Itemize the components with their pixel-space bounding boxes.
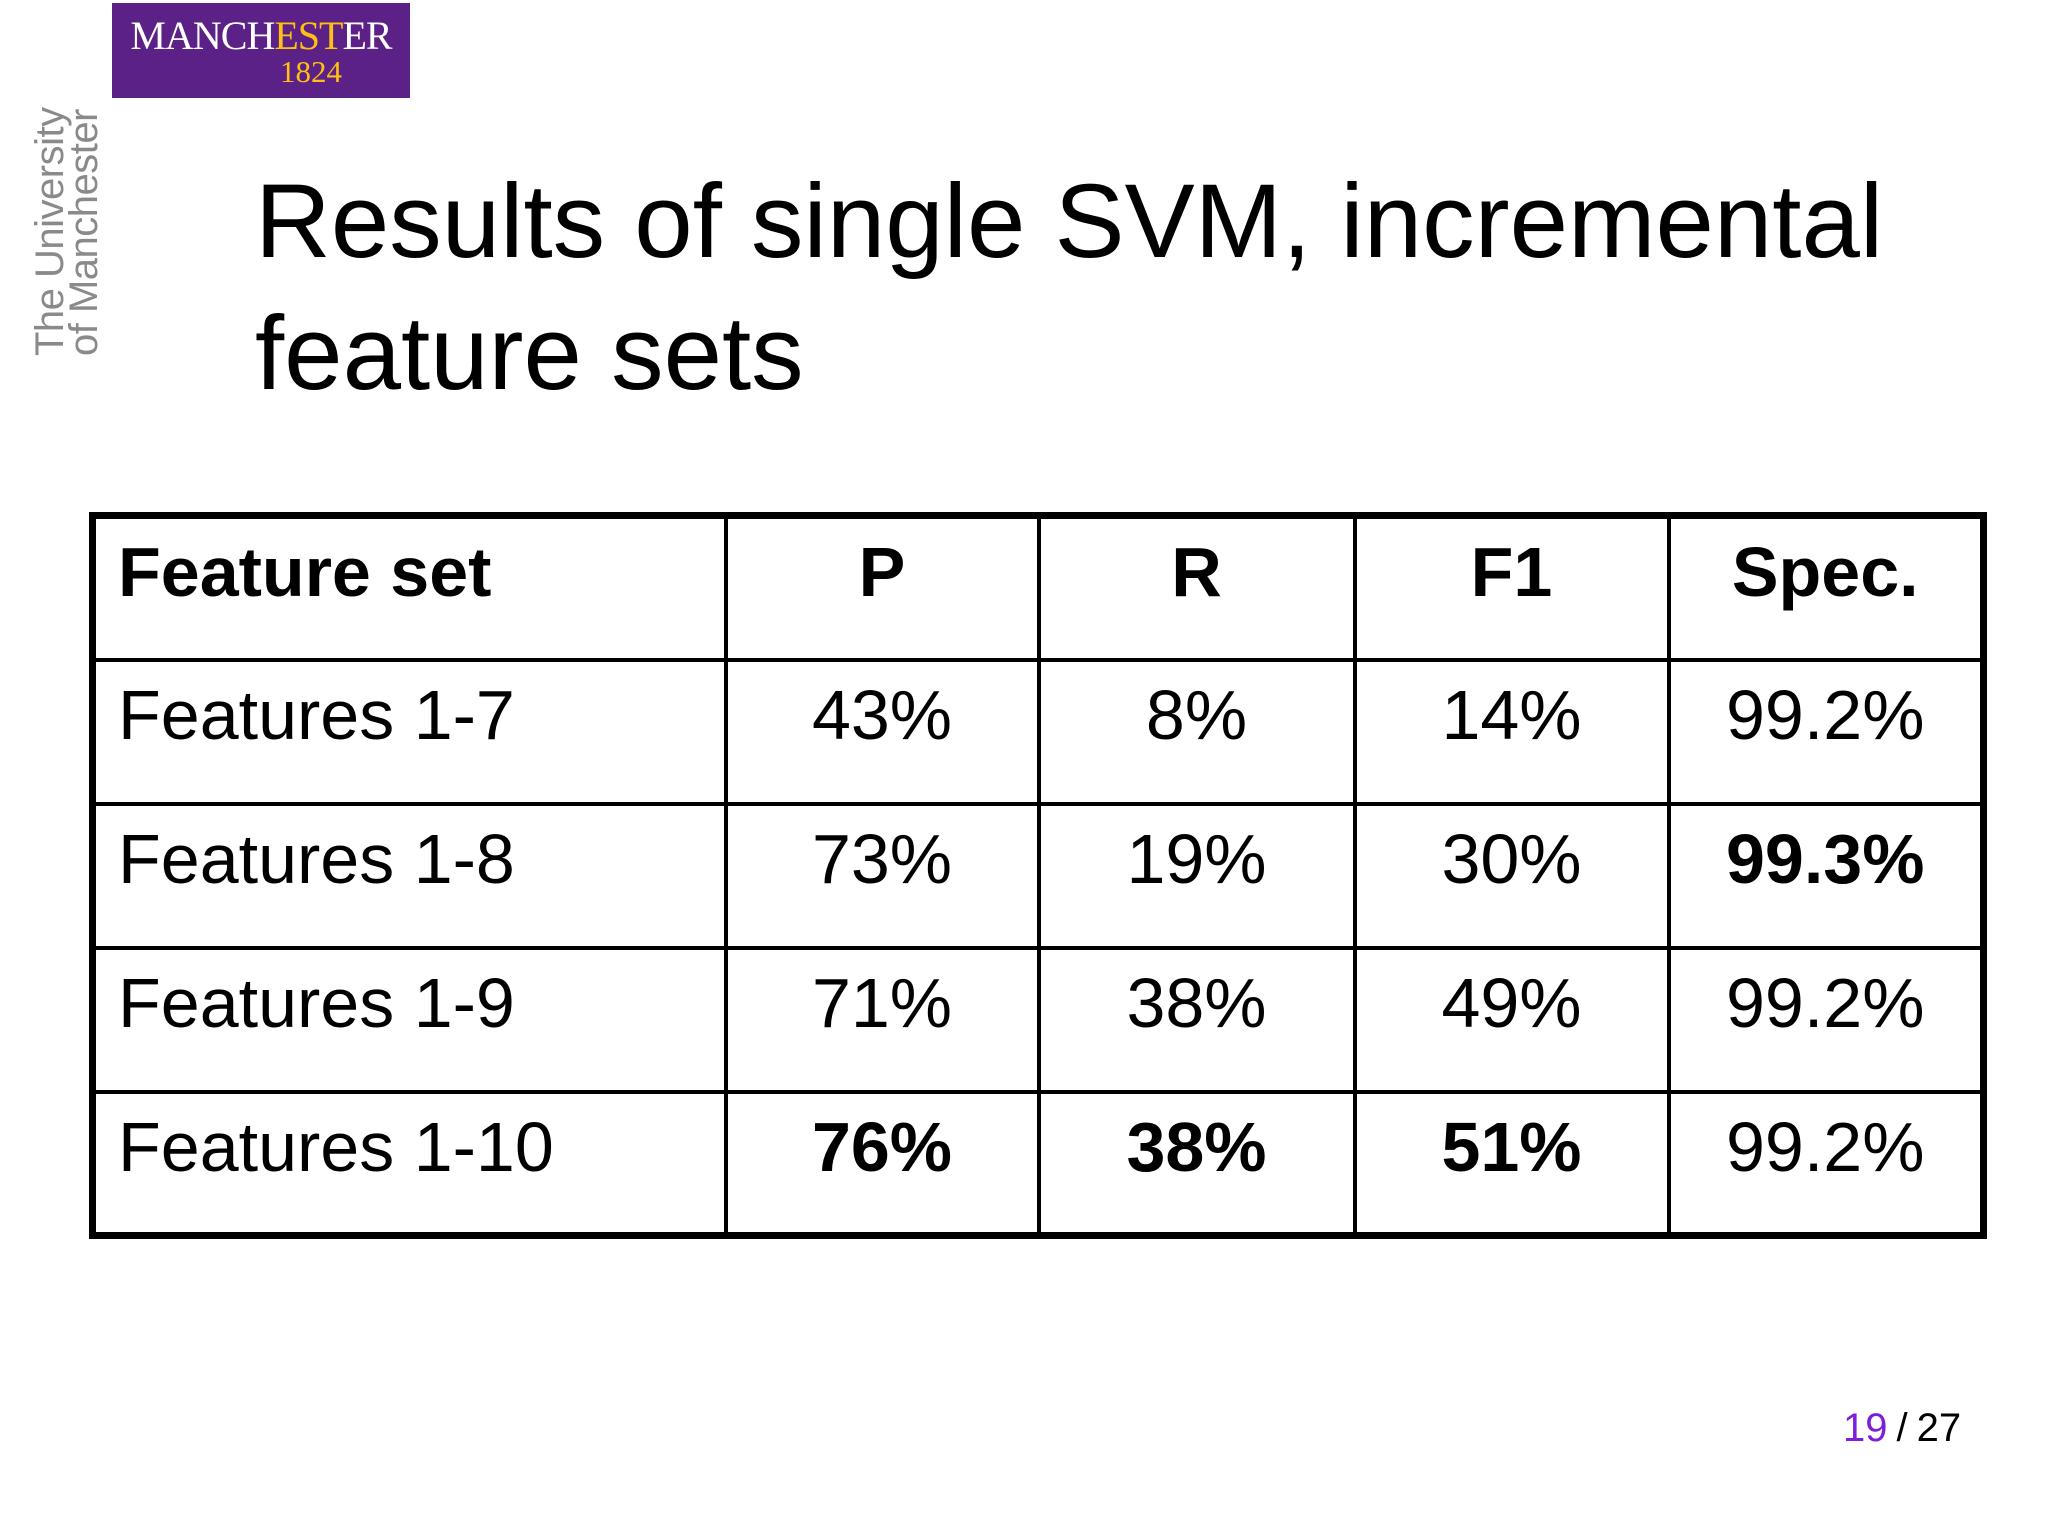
page-number: 19/27 bbox=[1843, 1406, 1961, 1451]
logo-wordmark-prefix: MANCH bbox=[130, 13, 275, 58]
header-precision: P bbox=[723, 513, 1041, 662]
table-cell: 14% bbox=[1352, 657, 1671, 806]
university-of-manchester-logo: MANCHESTER 1824 bbox=[112, 3, 410, 98]
table-cell: Features 1-10 bbox=[90, 1089, 728, 1238]
table-row-features-1-7: Features 1-7 43% 8% 14% 99.2% bbox=[90, 657, 1986, 806]
table-cell: 71% bbox=[723, 945, 1041, 1094]
logo-wordmark: MANCHESTER bbox=[112, 16, 410, 56]
logo-founding-year: 1824 bbox=[280, 54, 342, 89]
table-cell: 19% bbox=[1036, 801, 1357, 950]
table-header-row: Feature set P R F1 Spec. bbox=[90, 513, 1986, 662]
table-cell: Features 1-9 bbox=[90, 945, 728, 1094]
university-tagline-vertical: The University of Manchester bbox=[28, 104, 106, 356]
table-cell: 76% bbox=[723, 1089, 1041, 1238]
logo-wordmark-accent: EST bbox=[274, 13, 343, 58]
page-number-total: 27 bbox=[1916, 1406, 1962, 1450]
tagline-line-2: of Manchester bbox=[62, 109, 106, 356]
table-cell: 51% bbox=[1352, 1089, 1671, 1238]
table-row-features-1-10: Features 1-10 76% 38% 51% 99.2% bbox=[90, 1089, 1986, 1238]
header-specificity: Spec. bbox=[1666, 513, 1986, 662]
table-cell: 38% bbox=[1036, 1089, 1357, 1238]
slide-title: Results of single SVM, incremental featu… bbox=[255, 156, 2015, 420]
table-cell: 99.2% bbox=[1666, 657, 1986, 806]
logo-wordmark-suffix: ER bbox=[342, 13, 392, 58]
header-f1: F1 bbox=[1352, 513, 1671, 662]
table-cell: 30% bbox=[1352, 801, 1671, 950]
table-cell: 49% bbox=[1352, 945, 1671, 1094]
page-number-current: 19 bbox=[1843, 1406, 1888, 1450]
table-cell: 43% bbox=[723, 657, 1041, 806]
table-cell: 99.2% bbox=[1666, 1089, 1986, 1238]
slide-title-line-1: Results of single SVM, incremental bbox=[255, 163, 1884, 280]
table-cell: 8% bbox=[1036, 657, 1357, 806]
table-cell: 99.3% bbox=[1666, 801, 1986, 950]
header-recall: R bbox=[1036, 513, 1357, 662]
slide-title-line-2: feature sets bbox=[255, 295, 804, 412]
results-table: Feature set P R F1 Spec. Features 1-7 43… bbox=[89, 512, 1987, 1239]
table-cell: 99.2% bbox=[1666, 945, 1986, 1094]
table-cell: 38% bbox=[1036, 945, 1357, 1094]
table-cell: Features 1-8 bbox=[90, 801, 728, 950]
table-cell: 73% bbox=[723, 801, 1041, 950]
table-row-features-1-9: Features 1-9 71% 38% 49% 99.2% bbox=[90, 945, 1986, 1094]
table-cell: Features 1-7 bbox=[90, 657, 728, 806]
table-row-features-1-8: Features 1-8 73% 19% 30% 99.3% bbox=[90, 801, 1986, 950]
header-feature-set: Feature set bbox=[90, 513, 728, 662]
page-number-separator: / bbox=[1896, 1406, 1908, 1450]
